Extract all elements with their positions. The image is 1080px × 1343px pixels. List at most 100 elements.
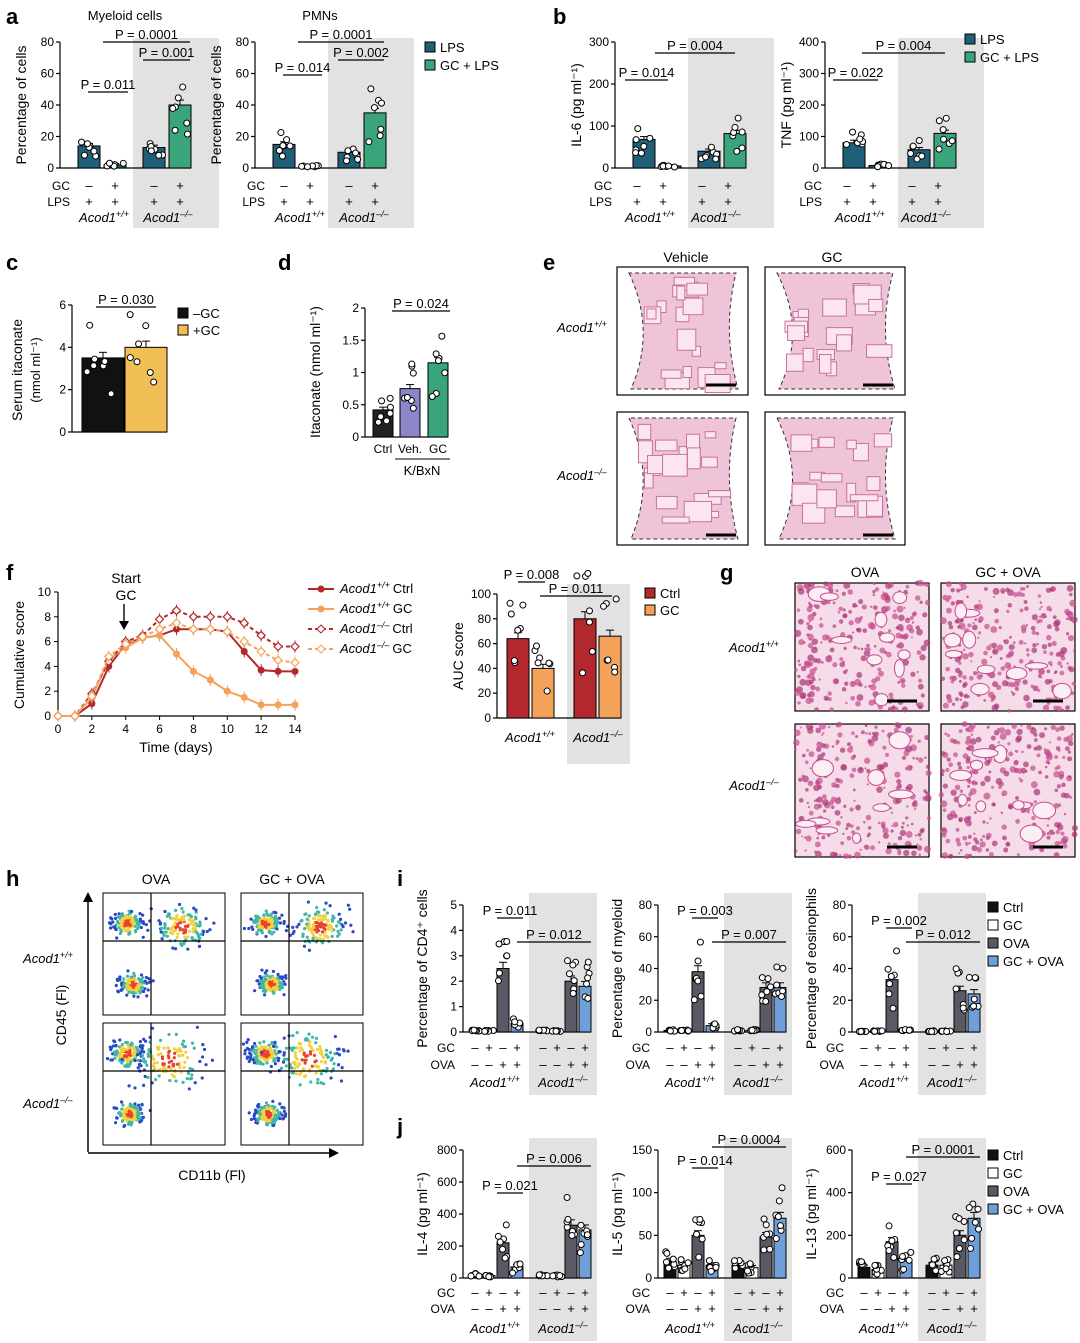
flow-event [122, 985, 126, 990]
histo-g-ko-ova-tissue [808, 810, 814, 816]
histo-g-ko-gcova-tissue [991, 785, 995, 789]
flow-event [174, 916, 178, 920]
histo-g-wt-ova-tissue [920, 693, 925, 698]
flow-event [112, 925, 116, 929]
genotype-superscript: –/– [59, 1095, 74, 1105]
flow-event [330, 925, 334, 930]
histo-g-wt-ova-tissue [807, 654, 815, 662]
flow-event [267, 1043, 271, 1047]
histo-g-wt-ova-tissue [923, 639, 931, 647]
histo-g-wt-gcova-tissue [958, 679, 962, 683]
histo-g-wt-ova-tissue [897, 642, 904, 649]
chart-i-myeloid-gc-sign: – [734, 1040, 742, 1055]
flow-event [195, 1025, 199, 1029]
flow-event [300, 1058, 304, 1062]
histo-g-wt-gcova-tissue [958, 622, 966, 630]
flow-event [256, 1105, 260, 1109]
chart-j-il13-p1-pvalue: P = 0.027 [871, 1169, 927, 1184]
flow-event [165, 914, 169, 918]
flow-event [284, 1064, 288, 1068]
flow-event [308, 1040, 312, 1044]
flow-event [136, 1111, 140, 1115]
chart-d-data-point [386, 403, 394, 411]
chart-j-il5-data-point [707, 1267, 715, 1275]
chart-b-il6-y-tick-label: 100 [589, 119, 609, 133]
legend-j-gcova-swatch [987, 1203, 999, 1215]
histo-g-ko-ova-tissue [827, 833, 831, 838]
chart-b-il6-data-point [646, 134, 654, 142]
chart-a-pmn-lps-sign: + [306, 194, 314, 209]
flow-event [314, 1036, 319, 1040]
chart-b-tnf-geno-ko: Acod1–/– [900, 209, 951, 225]
flow-event [133, 1117, 138, 1121]
flow-event [132, 1054, 136, 1058]
flow-event [284, 974, 288, 978]
flow-event [141, 1115, 145, 1119]
flow-event [331, 1067, 335, 1071]
flow-event [307, 922, 311, 926]
histo-g-wt-gcova-tissue [1032, 643, 1037, 648]
histo-g-wt-ova-airspace [866, 654, 883, 666]
legend-c-pos-swatch [177, 324, 189, 336]
histo-g-ko-gcova-tissue [1056, 736, 1062, 741]
histo-g-ko-ova-tissue [919, 828, 925, 834]
histo-g-ko-ova-tissue [837, 796, 841, 801]
chart-i-myeloid-data-point [690, 996, 698, 1004]
histo-g-wt-ova-tissue [853, 645, 857, 650]
flow-event [325, 911, 329, 915]
flow-event [326, 935, 330, 939]
chart-i-eos-ova-sign: – [874, 1057, 882, 1072]
flow-event [348, 907, 352, 911]
histo-g-ko-gcova-tissue [968, 853, 973, 858]
histo-g-ko-gcova-tissue [1057, 803, 1062, 807]
histo-g-ko-ova-tissue [837, 732, 843, 738]
chart-b-il6-data-point [664, 162, 672, 170]
flow-event [261, 985, 265, 989]
histo-g-wt-ova-tissue [839, 657, 844, 661]
chart-j-il13-ylabel: IL-13 (pg ml⁻¹) [803, 1168, 819, 1259]
chart-j-il13-ova-sign: + [902, 1301, 910, 1316]
chart-f-point [256, 630, 266, 641]
flow-event [243, 1052, 247, 1056]
chart-j-il13-data-point [930, 1255, 938, 1263]
chart-f-point [154, 624, 165, 635]
flow-event [191, 926, 195, 931]
chart-b-il6-gc-sign: + [724, 178, 732, 193]
histo-g-ko-ova-tissue [817, 833, 820, 836]
legend-j-ova-label: OVA [1003, 1184, 1030, 1199]
chart-j-il5-y-tick-label: 50 [639, 1228, 653, 1242]
histo-g-wt-gcova-tissue [956, 588, 961, 593]
genotype-superscript: +/+ [507, 1074, 520, 1084]
chart-f-x-tick-label: 12 [254, 722, 268, 736]
flow-event [252, 1048, 256, 1052]
histo-g-wt-gcova-tissue [976, 603, 983, 611]
flow-event [135, 1053, 140, 1057]
flow-event [284, 976, 288, 980]
legend-j-ova-swatch [987, 1185, 999, 1197]
chart-b-tnf-data-point [849, 128, 857, 136]
flow-event [138, 1040, 142, 1044]
flow-event [326, 918, 330, 922]
histo-g-ko-gcova-tissue [991, 802, 996, 807]
flow-event [188, 1066, 192, 1071]
chart-i-cd4-data-point [503, 938, 511, 946]
histo-g-ko-ova-tissue [866, 783, 869, 786]
histo-g-wt-ova-tissue [901, 706, 908, 713]
chart-a-pmn-data-point [365, 138, 373, 146]
histo-g-wt-ova-tissue [806, 633, 810, 637]
chart-j-il4-data-point [516, 1260, 524, 1268]
histo-g-ko-ova-tissue [823, 743, 830, 749]
histo-e-wt-gc-bone [836, 334, 852, 352]
chart-j-il13-ova-sign: – [942, 1301, 950, 1316]
histo-g-ko-ova-tissue [843, 804, 847, 808]
flow-event [284, 928, 288, 933]
flow-event [313, 1064, 318, 1068]
chart-i-eos-data-point [887, 973, 895, 981]
histo-g-ko-gcova-tissue [986, 725, 990, 729]
chart-b-il6-y-tick-label: 200 [589, 77, 609, 91]
histo-g-ko-gcova-tissue [1036, 745, 1042, 751]
histo-g-wt-gcova-tissue [990, 626, 998, 633]
histo-g-ko-ova-tissue [884, 752, 890, 758]
histo-g-ko-gcova-tissue [1016, 853, 1020, 857]
histo-g-wt-ova-tissue [866, 643, 870, 648]
